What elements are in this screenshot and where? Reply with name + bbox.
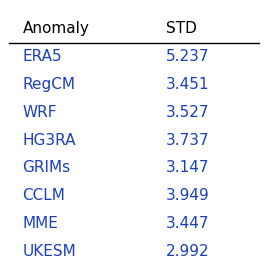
Text: RegCM: RegCM <box>23 77 76 92</box>
Text: WRF: WRF <box>23 105 57 120</box>
Text: CCLM: CCLM <box>23 188 65 203</box>
Text: 3.527: 3.527 <box>166 105 209 120</box>
Text: ERA5: ERA5 <box>23 49 62 64</box>
Text: 3.147: 3.147 <box>166 160 209 175</box>
Text: STD: STD <box>166 21 197 36</box>
Text: 3.737: 3.737 <box>166 132 210 147</box>
Text: Anomaly: Anomaly <box>23 21 90 36</box>
Text: 3.451: 3.451 <box>166 77 209 92</box>
Text: UKESM: UKESM <box>23 244 76 259</box>
Text: 3.949: 3.949 <box>166 188 210 203</box>
Text: 3.447: 3.447 <box>166 216 209 231</box>
Text: GRIMs: GRIMs <box>23 160 71 175</box>
Text: MME: MME <box>23 216 58 231</box>
Text: 5.237: 5.237 <box>166 49 209 64</box>
Text: HG3RA: HG3RA <box>23 132 76 147</box>
Text: 2.992: 2.992 <box>166 244 210 259</box>
